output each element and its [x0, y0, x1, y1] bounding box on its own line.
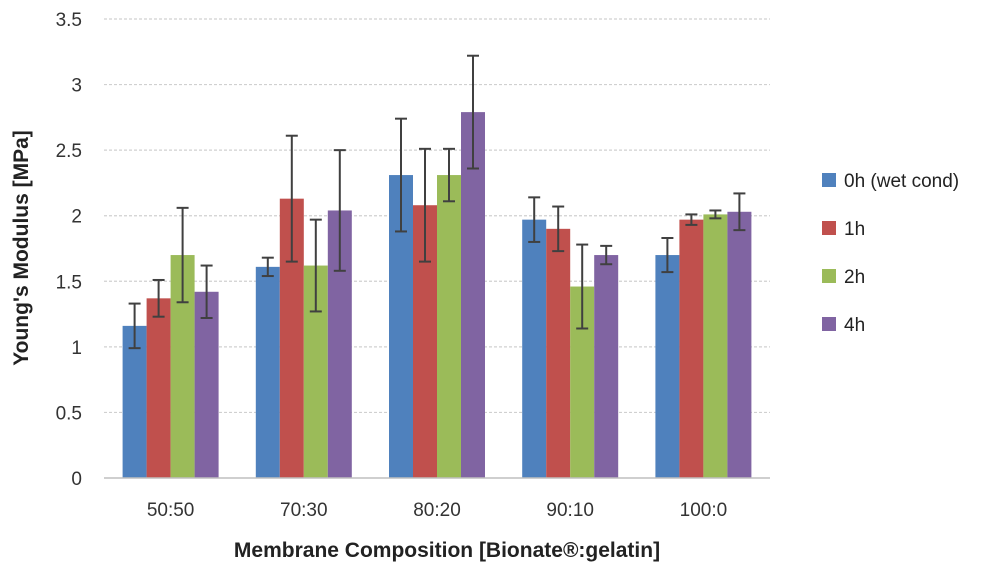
bars	[122, 112, 752, 479]
error-bar	[128, 302, 141, 350]
bar	[594, 255, 619, 478]
error-bar	[685, 213, 698, 226]
y-tick-label: 0	[71, 469, 82, 490]
bar	[461, 112, 485, 479]
error-bar	[552, 205, 565, 253]
y-axis-title: Young's Modulus [MPa]	[10, 130, 33, 366]
bar	[122, 325, 147, 478]
bar	[255, 266, 280, 478]
y-tick-label: 2.5	[56, 141, 82, 162]
error-bar	[733, 192, 746, 232]
bar	[194, 291, 219, 478]
legend-swatch	[822, 317, 836, 331]
legend-swatch	[822, 221, 836, 235]
error-bar	[419, 147, 431, 263]
x-tick-label: 80:20	[413, 500, 461, 521]
error-bar	[443, 147, 455, 203]
x-tick-label: 90:10	[546, 500, 594, 521]
legend: 0h (wet cond) 1h 2h 4h	[822, 171, 959, 336]
bar	[146, 298, 171, 478]
legend-item: 0h (wet cond)	[822, 171, 959, 192]
error-bars	[128, 54, 746, 350]
y-axis-ticks: 0 0.5 1 1.5 2 2.5 3 3.5	[56, 10, 82, 490]
bar	[655, 255, 680, 478]
bar	[522, 219, 547, 479]
bar	[703, 214, 728, 478]
y-tick-label: 1.5	[56, 272, 82, 293]
y-tick-label: 3	[71, 76, 82, 97]
y-tick-label: 0.5	[56, 403, 82, 424]
error-bar	[152, 278, 165, 318]
error-bar	[395, 117, 407, 233]
error-bar	[709, 209, 722, 220]
error-bar	[285, 134, 298, 263]
bar	[437, 175, 461, 478]
x-axis-ticks: 50:50 70:30 80:20 90:10 100:0	[147, 500, 727, 521]
error-bar	[467, 54, 479, 170]
legend-label: 2h	[844, 267, 865, 288]
legend-label: 0h (wet cond)	[844, 171, 959, 192]
y-tick-label: 2	[71, 207, 82, 228]
legend-label: 4h	[844, 315, 865, 336]
error-bar	[333, 149, 346, 272]
error-bar	[261, 256, 274, 278]
bar	[546, 228, 571, 478]
error-bar	[661, 237, 674, 274]
legend-swatch	[822, 269, 836, 283]
error-bar	[200, 264, 213, 320]
error-bar	[309, 218, 322, 313]
x-tick-label: 100:0	[680, 500, 728, 521]
error-bar	[600, 244, 613, 266]
legend-label: 1h	[844, 219, 865, 240]
error-bar	[576, 243, 589, 330]
y-tick-label: 3.5	[56, 10, 82, 31]
bar	[679, 219, 704, 479]
error-bar	[176, 206, 189, 304]
legend-item: 4h	[822, 315, 865, 336]
legend-swatch	[822, 173, 836, 187]
legend-item: 2h	[822, 267, 865, 288]
legend-item: 1h	[822, 219, 865, 240]
y-tick-label: 1	[71, 338, 82, 359]
x-axis-title: Membrane Composition [Bionate®:gelatin]	[234, 539, 660, 562]
x-tick-label: 70:30	[280, 500, 328, 521]
error-bar	[528, 196, 541, 243]
x-tick-label: 50:50	[147, 500, 195, 521]
bar	[727, 211, 752, 478]
